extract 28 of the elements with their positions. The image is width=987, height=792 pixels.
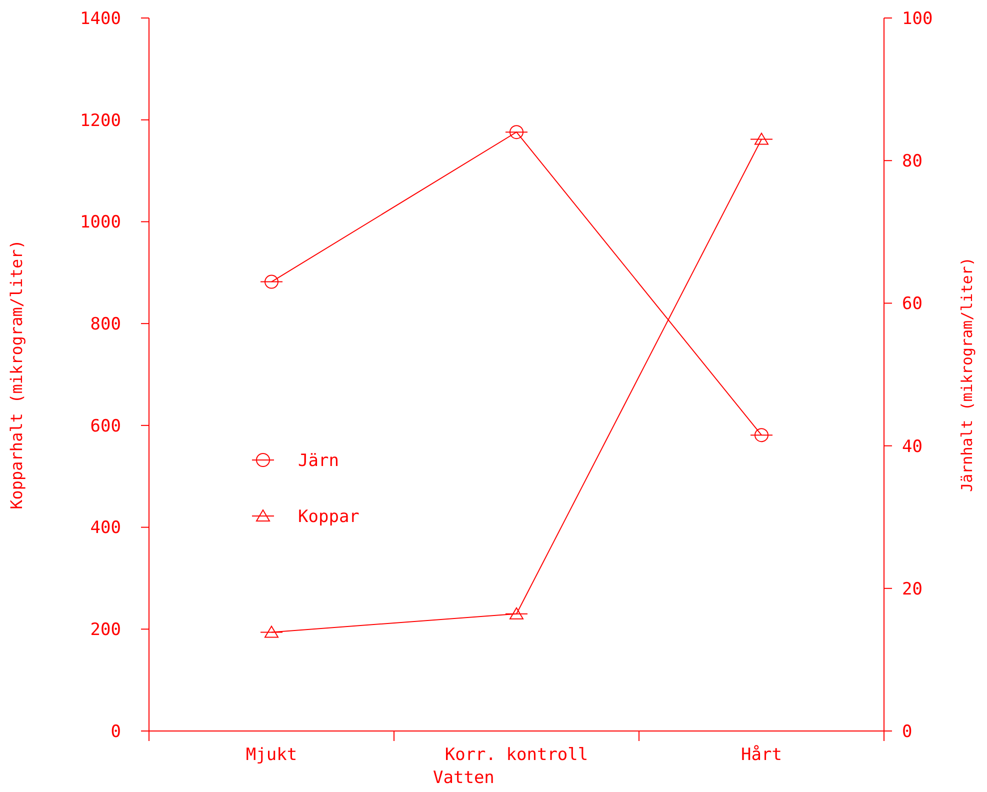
- x-tick-label: Korr. kontroll: [444, 745, 588, 765]
- y2-tick-label: 80: [902, 152, 922, 172]
- y-tick-label: 800: [90, 314, 121, 335]
- y2-tick-label: 60: [902, 294, 922, 314]
- y2-tick-label: 20: [902, 579, 922, 600]
- point: [264, 274, 278, 289]
- y-tick-label: 400: [90, 518, 121, 538]
- point: [754, 428, 768, 442]
- legend-label: Järn: [298, 450, 339, 471]
- x-tick-label: Mjukt: [246, 745, 298, 765]
- point: [754, 132, 768, 145]
- legend-label: Koppar: [298, 506, 360, 527]
- y2-tick-label: 0: [902, 722, 912, 742]
- y-tick-label: 600: [90, 416, 121, 436]
- y2-tick-label: 100: [902, 8, 933, 29]
- point: [510, 125, 524, 140]
- point: [264, 626, 278, 638]
- y-tick-label: 1400: [80, 8, 121, 29]
- point: [510, 607, 524, 620]
- x-tick-label: Hårt: [741, 745, 782, 765]
- y-tick-label: 200: [90, 620, 121, 640]
- y2-axis-title: Järnhalt (mikrogram/liter): [958, 257, 976, 492]
- y-tick-label: 0: [110, 722, 121, 742]
- y-axis-title: Kopparhalt (mikrogram/liter): [7, 240, 26, 510]
- y2-tick-label: 40: [902, 436, 922, 457]
- y-tick-label: 1200: [80, 110, 121, 131]
- x-axis-title: Vatten: [433, 768, 494, 788]
- y-tick-label: 1000: [80, 212, 121, 233]
